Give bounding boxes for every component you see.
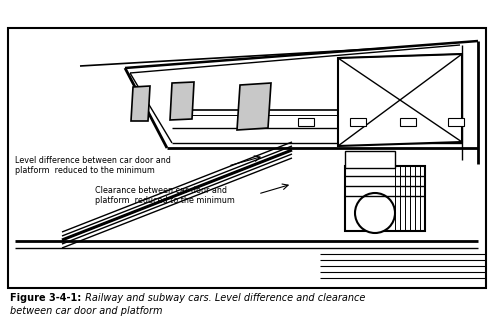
Circle shape	[355, 193, 395, 233]
Text: Railway and subway cars. Level difference and clearance: Railway and subway cars. Level differenc…	[82, 293, 366, 303]
Polygon shape	[448, 118, 464, 126]
Text: between car door and platform: between car door and platform	[10, 306, 163, 316]
Polygon shape	[350, 118, 366, 126]
Polygon shape	[237, 83, 271, 130]
Polygon shape	[338, 54, 462, 146]
Text: Figure 3-4-1:: Figure 3-4-1:	[10, 293, 81, 303]
Polygon shape	[8, 28, 486, 288]
Polygon shape	[400, 118, 416, 126]
Polygon shape	[345, 151, 395, 168]
Polygon shape	[170, 82, 194, 120]
Polygon shape	[345, 166, 425, 231]
Polygon shape	[131, 86, 150, 121]
Polygon shape	[298, 118, 314, 126]
Text: Level difference between car door and
platform  reduced to the minimum: Level difference between car door and pl…	[15, 156, 171, 176]
Text: Clearance between car door and
platform  reduced to the minimum: Clearance between car door and platform …	[95, 186, 235, 205]
